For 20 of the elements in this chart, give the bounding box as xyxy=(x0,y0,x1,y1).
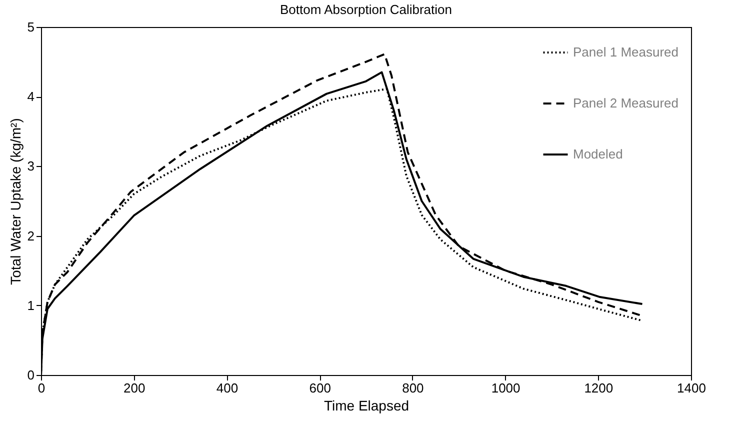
y-tick-label: 5 xyxy=(27,20,34,34)
x-tick-label: 200 xyxy=(124,380,146,396)
chart-title: Bottom Absorption Calibration xyxy=(280,2,452,17)
legend-label: Modeled xyxy=(573,146,623,162)
y-tick-label: 1 xyxy=(27,298,34,313)
y-tick-label: 2 xyxy=(27,228,34,244)
y-tick-label: 4 xyxy=(27,89,34,104)
x-tick-label: 600 xyxy=(309,380,331,396)
legend-label: Panel 2 Measured xyxy=(573,96,679,110)
legend-label: Panel 1 Measured xyxy=(573,44,679,60)
x-tick-label: 800 xyxy=(402,380,424,396)
x-tick-label: 1200 xyxy=(584,380,614,396)
x-tick-label: 1400 xyxy=(677,380,706,396)
x-axis-title: Time Elapsed xyxy=(324,398,410,414)
x-tick-label: 0 xyxy=(38,380,46,396)
y-tick-label: 3 xyxy=(27,158,34,174)
x-tick-label: 1000 xyxy=(491,380,520,396)
y-tick-label: 0 xyxy=(27,368,34,382)
y-axis-title: Total Water Uptake (kg/m²) xyxy=(7,118,24,285)
x-tick-label: 400 xyxy=(216,380,238,396)
